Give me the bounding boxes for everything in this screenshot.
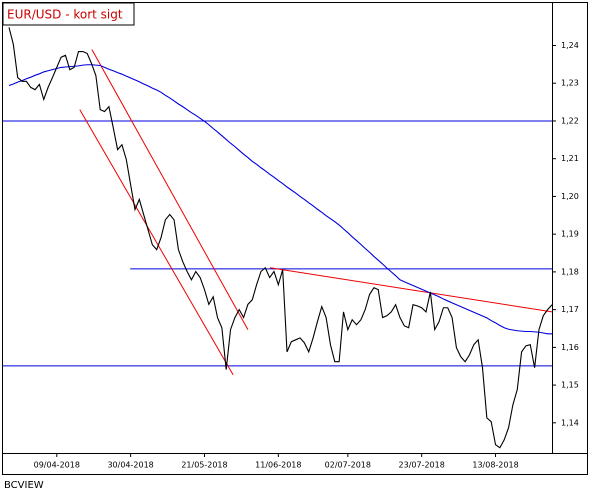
y-tick-label: 1,18 (561, 267, 579, 276)
y-tick-label: 1,21 (561, 154, 579, 163)
y-tick-label: 1,22 (561, 116, 579, 125)
frame (2, 2, 588, 475)
y-tick-label: 1,24 (561, 41, 579, 50)
footer: BCVIEW (4, 480, 44, 491)
title-box (2, 2, 135, 26)
y-tick-label: 1,15 (561, 381, 579, 390)
y-tick-label: 1,14 (561, 418, 579, 427)
x-tick-label: 21/05-2018 (181, 461, 227, 470)
y-tick-label: 1,16 (561, 343, 579, 352)
series-line (8, 64, 552, 335)
chart-title: EUR/USD - kort sigt (7, 8, 123, 22)
x-tick-label: 11/06-2018 (255, 461, 301, 470)
y-tick-label: 1,20 (561, 192, 579, 201)
x-tick-label: 13/08-2018 (472, 461, 518, 470)
plot-area (3, 27, 553, 449)
trend-line (91, 49, 249, 330)
series-line (8, 27, 553, 449)
trend-line (269, 267, 553, 313)
x-tick-label: 30/04-2018 (107, 461, 153, 470)
trend-line (79, 109, 234, 376)
x-tick-label: 09/04-2018 (34, 461, 80, 470)
y-tick-label: 1,19 (561, 230, 579, 239)
x-tick-label: 02/07-2018 (325, 461, 371, 470)
x-tick-label: 23/07-2018 (399, 461, 445, 470)
y-tick-label: 1,23 (561, 79, 579, 88)
y-tick-label: 1,17 (561, 305, 579, 314)
